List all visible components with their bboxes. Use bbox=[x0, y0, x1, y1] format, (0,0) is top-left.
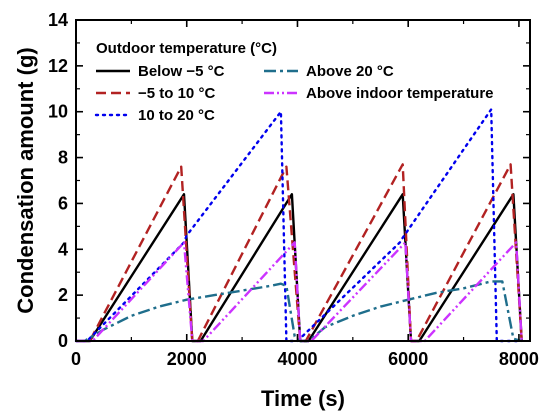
x-axis-title: Time (s) bbox=[261, 386, 345, 411]
y-tick-label: 4 bbox=[58, 239, 68, 259]
x-tick-label: 0 bbox=[71, 349, 81, 369]
x-tick-label: 2000 bbox=[167, 349, 207, 369]
legend: Outdoor temperature (°C) Below −5 °C −5 t… bbox=[94, 40, 494, 124]
legend-label-1: Below −5 °C bbox=[138, 63, 225, 80]
y-tick-label: 12 bbox=[48, 56, 68, 76]
series-line-4 bbox=[76, 280, 523, 343]
legend-title: Outdoor temperature (°C) bbox=[96, 40, 277, 57]
y-tick-label: 10 bbox=[48, 102, 68, 122]
tick-labels: 0 2000 4000 6000 8000 0 2 4 6 8 10 12 14 bbox=[48, 10, 539, 369]
legend-label-4: Above 20 °C bbox=[306, 63, 394, 80]
x-tick-label: 6000 bbox=[388, 349, 428, 369]
axis-ticks bbox=[75, 19, 530, 342]
legend-label-5: Above indoor temperature bbox=[306, 85, 494, 102]
legend-label-3: 10 to 20 °C bbox=[138, 107, 215, 124]
y-tick-label: 14 bbox=[48, 10, 68, 30]
series-lines bbox=[74, 108, 523, 343]
y-tick-label: 6 bbox=[58, 193, 68, 213]
x-tick-label: 4000 bbox=[277, 349, 317, 369]
legend-label-2: −5 to 10 °C bbox=[138, 85, 215, 102]
y-tick-label: 8 bbox=[58, 148, 68, 168]
y-tick-label: 0 bbox=[58, 331, 68, 351]
y-axis-title: Condensation amount (g) bbox=[13, 47, 38, 313]
y-tick-label: 2 bbox=[58, 285, 68, 305]
x-tick-label: 8000 bbox=[499, 349, 539, 369]
series-line-2 bbox=[76, 163, 523, 343]
